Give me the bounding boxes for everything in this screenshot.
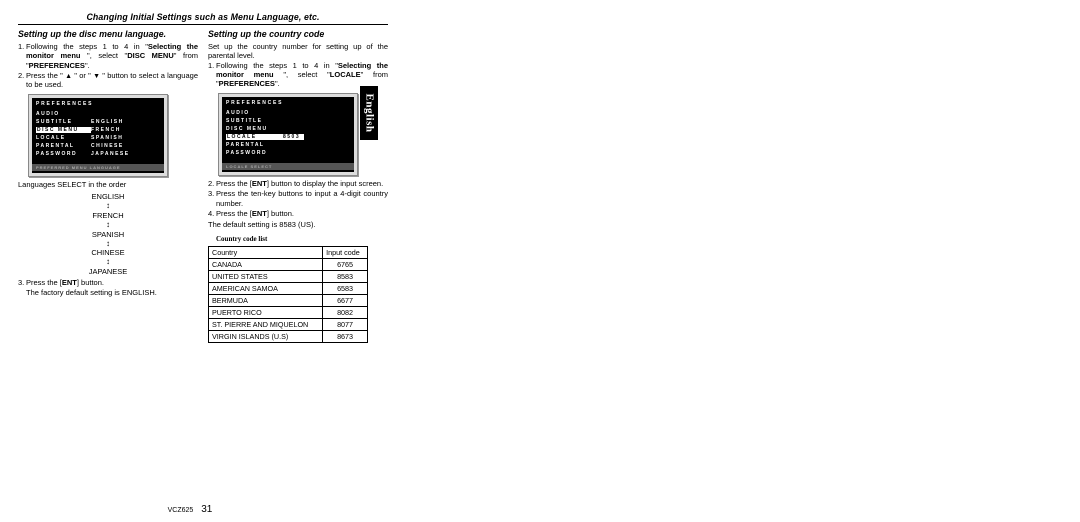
t: Press the [ (216, 209, 252, 218)
page-footer: VCZ625 31 (0, 504, 380, 515)
left-step-3: 3. Press the [ENT] button. (18, 278, 198, 287)
table-row: CANADA6765 (209, 258, 368, 270)
table-row: BERMUDA6677 (209, 294, 368, 306)
default-setting: The default setting is 8583 (US). (208, 220, 388, 229)
pref-row: LOCALESPANISH (36, 134, 160, 142)
cc-head-code: Input code (323, 246, 368, 258)
cycle-label: Languages SELECT in the order (18, 180, 198, 189)
pref-title: PREFERENCES (226, 100, 350, 106)
cycle-item: CHINESE (18, 248, 198, 257)
left-title: Setting up the disc menu language. (18, 29, 198, 40)
pref-row: PARENTAL (226, 141, 350, 149)
pref-row: LOCALE8503 (226, 133, 350, 141)
updown-arrow-icon: ↕ (18, 257, 198, 267)
right-step-4: 4. Press the [ENT] button. (208, 209, 388, 218)
pref-row: AUDIO (36, 110, 160, 118)
t: Press the [ (216, 179, 252, 188)
t: ] button. (77, 278, 104, 287)
up-triangle-icon: ▲ (65, 73, 72, 80)
page-number: 31 (201, 504, 212, 515)
right-step-1: 1. Following the steps 1 to 4 in "Select… (208, 61, 388, 89)
pref-footer: LOCALE SELECT (222, 163, 354, 170)
cycle-item: FRENCH (18, 211, 198, 220)
t: ] button to display the input screen. (267, 179, 383, 188)
right-column: Setting up the country code Set up the c… (208, 29, 388, 343)
page-header: Changing Initial Settings such as Menu L… (18, 12, 388, 25)
table-row: VIRGIN ISLANDS (U.S)8673 (209, 330, 368, 342)
left-step-1: 1. Following the steps 1 to 4 in "Select… (18, 42, 198, 70)
down-triangle-icon: ▼ (93, 73, 100, 80)
left-column: Setting up the disc menu language. 1. Fo… (18, 29, 198, 343)
factory-default: The factory default setting is ENGLISH. (26, 288, 198, 297)
t: DISC MENU (127, 51, 174, 60)
t: PREFERENCES (219, 79, 275, 88)
updown-arrow-icon: ↕ (18, 201, 198, 211)
table-row: PUERTO RICO8082 (209, 306, 368, 318)
left-step-2: 2. Press the " ▲ " or " ▼ " button to se… (18, 71, 198, 90)
t: PREFERENCES (29, 61, 85, 70)
right-title: Setting up the country code (208, 29, 388, 40)
table-row: UNITED STATES8583 (209, 270, 368, 282)
t: Press the " (26, 71, 65, 80)
updown-arrow-icon: ↕ (18, 239, 198, 249)
pref-row: DISC MENUFRENCH (36, 126, 160, 134)
pref-row: PASSWORDJAPANESE (36, 150, 160, 158)
cycle-item: SPANISH (18, 230, 198, 239)
language-cycle: ENGLISH↕FRENCH↕SPANISH↕CHINESE↕JAPANESE (18, 192, 198, 275)
t: Press the [ (26, 278, 62, 287)
t: ENT (252, 209, 267, 218)
country-code-label: Country code list (216, 235, 388, 244)
pref-row: PASSWORD (226, 149, 350, 157)
table-row: AMERICAN SAMOA6583 (209, 282, 368, 294)
right-intro: Set up the country number for setting up… (208, 42, 388, 61)
t: Following the steps 1 to 4 in " (216, 61, 338, 70)
pref-row: PARENTALCHINESE (36, 142, 160, 150)
right-step-3: 3. Press the ten-key buttons to input a … (208, 189, 388, 208)
t: ENT (62, 278, 77, 287)
country-code-table: Country Input code CANADA6765UNITED STAT… (208, 246, 368, 343)
updown-arrow-icon: ↕ (18, 220, 198, 230)
right-step-2: 2. Press the [ENT] button to display the… (208, 179, 388, 188)
pref-title: PREFERENCES (36, 101, 160, 107)
cycle-item: ENGLISH (18, 192, 198, 201)
language-tab: English (360, 86, 378, 140)
pref-row: SUBTITLEENGLISH (36, 118, 160, 126)
pref-row: SUBTITLE (226, 117, 350, 125)
t: ", select " (87, 51, 127, 60)
t: LOCALE (330, 70, 361, 79)
preferences-panel-right: PREFERENCES AUDIOSUBTITLEDISC MENULOCALE… (218, 93, 358, 176)
preferences-panel-left: PREFERENCES AUDIOSUBTITLEENGLISHDISC MEN… (28, 94, 168, 177)
t: " or " (72, 71, 93, 80)
t: Following the steps 1 to 4 in " (26, 42, 148, 51)
t: ". (275, 79, 280, 88)
model-number: VCZ625 (168, 507, 194, 514)
pref-footer: PREFERRED MENU LANGUAGE (32, 164, 164, 171)
table-row: ST. PIERRE AND MIQUELON8077 (209, 318, 368, 330)
t: ", select " (283, 70, 329, 79)
cc-head-country: Country (209, 246, 323, 258)
t: ". (85, 61, 90, 70)
t: ] button. (267, 209, 294, 218)
pref-row: DISC MENU (226, 125, 350, 133)
t: ENT (252, 179, 267, 188)
cycle-item: JAPANESE (18, 267, 198, 276)
pref-row: AUDIO (226, 109, 350, 117)
